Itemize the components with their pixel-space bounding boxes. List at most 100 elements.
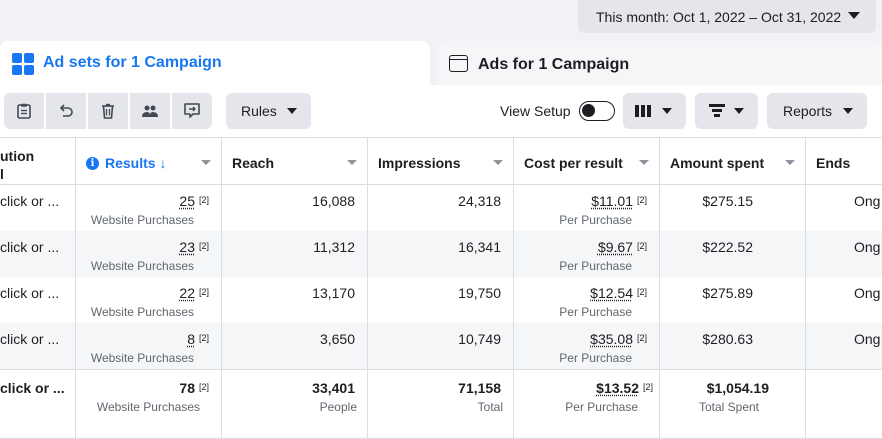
row-cost-sub: Per Purchase xyxy=(559,351,632,365)
totals-attribution: click or ... xyxy=(0,380,65,396)
row-cost[interactable]: $9.67 [2] xyxy=(597,239,647,255)
info-icon[interactable]: i xyxy=(86,156,99,170)
chevron-down-icon[interactable] xyxy=(785,160,795,165)
ad-sets-grid-icon xyxy=(12,53,34,75)
chevron-down-icon xyxy=(843,108,853,114)
chevron-down-icon[interactable] xyxy=(201,160,211,165)
totals-cost-sub: Per Purchase xyxy=(565,400,638,414)
row-cost[interactable]: $12.54 [2] xyxy=(590,285,647,301)
view-setup-toggle[interactable] xyxy=(579,101,615,121)
undo-icon xyxy=(59,104,73,117)
date-range-picker[interactable]: This month: Oct 1, 2022 – Oct 31, 2022 xyxy=(578,0,876,33)
header-reach-label: Reach xyxy=(232,155,275,171)
reports-dropdown[interactable]: Reports xyxy=(767,93,867,129)
main-panel: Rules View Setup Reports xyxy=(0,85,882,439)
tab-ads-label: Ads for 1 Campaign xyxy=(478,56,630,73)
row-results-sub: Website Purchases xyxy=(90,351,194,365)
ad-sets-table: ution l i Results ↓ Reach Impressions xyxy=(0,137,882,439)
table-row[interactable]: click or ... 22 [2] Website Purchases 13,1… xyxy=(0,277,882,323)
row-ends: Ong xyxy=(854,239,881,255)
delete-icon xyxy=(102,103,114,119)
header-ends[interactable]: Ends xyxy=(806,138,882,184)
row-results[interactable]: 23 [2] xyxy=(179,239,209,255)
duplicate-button[interactable] xyxy=(4,93,44,129)
header-reach[interactable]: Reach xyxy=(222,138,368,184)
row-reach: 13,170 xyxy=(312,285,355,301)
row-impressions: 19,750 xyxy=(458,285,501,301)
chevron-down-icon xyxy=(734,108,744,114)
row-results-sub: Website Purchases xyxy=(90,305,194,319)
ad-icon xyxy=(449,55,468,72)
totals-ends xyxy=(806,370,882,438)
tab-ad-sets[interactable]: Ad sets for 1 Campaign xyxy=(0,41,430,89)
chevron-down-icon xyxy=(662,108,672,114)
header-spent-label: Amount spent xyxy=(670,155,765,171)
row-spent: $222.52 xyxy=(702,239,753,255)
ab-test-icon xyxy=(142,105,158,117)
row-reach: 3,650 xyxy=(319,331,355,347)
table-row[interactable]: click or ... 25 [2] Website Purchases 16,0… xyxy=(0,185,882,231)
export-button[interactable] xyxy=(172,93,212,129)
row-results[interactable]: 25 [2] xyxy=(179,193,209,209)
row-attribution: click or ... xyxy=(0,331,60,347)
header-cost-label: Cost per result xyxy=(524,155,623,171)
totals-spent-sub: Total Spent xyxy=(698,400,759,414)
chevron-down-icon xyxy=(287,108,297,114)
chevron-down-icon[interactable] xyxy=(493,160,503,165)
row-results-sub: Website Purchases xyxy=(90,213,194,227)
table-row[interactable]: click or ... 23 [2] Website Purchases 11,3… xyxy=(0,231,882,277)
header-results[interactable]: i Results ↓ xyxy=(76,138,222,184)
toggle-knob xyxy=(582,104,595,117)
toolbar: Rules View Setup Reports xyxy=(0,85,882,137)
columns-dropdown[interactable] xyxy=(623,93,686,129)
row-attribution: click or ... xyxy=(0,285,60,301)
header-attribution[interactable]: ution l xyxy=(0,138,76,184)
row-impressions: 10,749 xyxy=(458,331,501,347)
breakdown-dropdown[interactable] xyxy=(695,93,758,129)
chevron-down-icon[interactable] xyxy=(347,160,357,165)
header-impressions-label: Impressions xyxy=(378,155,461,171)
row-results[interactable]: 22 [2] xyxy=(179,285,209,301)
header-attribution-label-2: l xyxy=(0,166,4,182)
header-results-label: Results ↓ xyxy=(105,155,167,171)
row-results-sub: Website Purchases xyxy=(90,259,194,273)
undo-button[interactable] xyxy=(46,93,86,129)
totals-spent: $1,054.19 xyxy=(706,380,769,396)
date-range-label: This month: Oct 1, 2022 – Oct 31, 2022 xyxy=(596,8,842,25)
row-cost-sub: Per Purchase xyxy=(559,259,632,273)
duplicate-icon xyxy=(17,103,31,119)
row-spent: $280.63 xyxy=(702,331,753,347)
totals-impressions: 71,158 xyxy=(458,380,501,396)
export-icon xyxy=(184,103,200,118)
row-attribution: click or ... xyxy=(0,239,60,255)
row-results[interactable]: 8 [2] xyxy=(187,331,209,347)
row-ends: Ong xyxy=(854,331,881,347)
row-cost-sub: Per Purchase xyxy=(559,305,632,319)
totals-results[interactable]: 78 [2] xyxy=(179,380,209,396)
columns-icon xyxy=(635,105,651,117)
row-attribution: click or ... xyxy=(0,193,60,209)
tab-ads[interactable]: Ads for 1 Campaign xyxy=(437,41,882,85)
header-cost-per-result[interactable]: Cost per result xyxy=(514,138,660,184)
rules-label: Rules xyxy=(241,103,277,119)
row-cost[interactable]: $11.01 [2] xyxy=(591,193,647,209)
reports-label: Reports xyxy=(783,103,833,119)
row-ends: Ong xyxy=(854,193,881,209)
totals-cost[interactable]: $13.52 [2] xyxy=(596,380,653,396)
chevron-down-icon[interactable] xyxy=(639,160,649,165)
header-impressions[interactable]: Impressions xyxy=(368,138,514,184)
view-setup-label: View Setup xyxy=(500,103,571,119)
header-amount-spent[interactable]: Amount spent xyxy=(660,138,806,184)
row-cost-sub: Per Purchase xyxy=(559,213,632,227)
tab-ad-sets-label: Ad sets for 1 Campaign xyxy=(43,54,222,71)
table-row[interactable]: click or ... 8 [2] Website Purchases 3,650… xyxy=(0,323,882,369)
row-ends: Ong xyxy=(854,285,881,301)
totals-results-sub: Website Purchases xyxy=(96,400,200,414)
row-cost[interactable]: $35.08 [2] xyxy=(590,331,647,347)
ab-test-button[interactable] xyxy=(130,93,170,129)
totals-impressions-sub: Total xyxy=(477,400,503,414)
rules-dropdown[interactable]: Rules xyxy=(226,93,311,129)
delete-button[interactable] xyxy=(88,93,128,129)
row-spent: $275.89 xyxy=(702,285,753,301)
